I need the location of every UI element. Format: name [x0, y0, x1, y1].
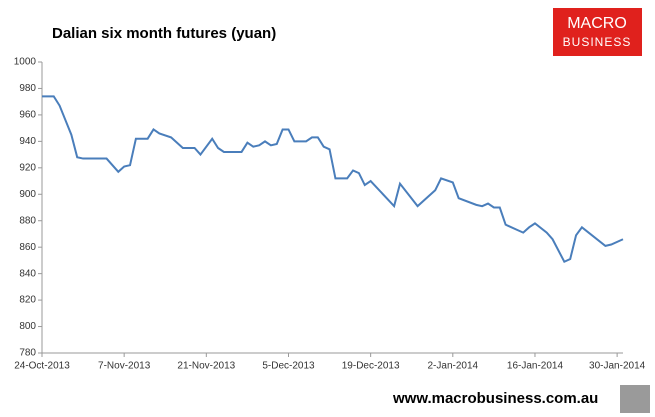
- chart-title: Dalian six month futures (yuan): [52, 25, 276, 42]
- footer: www.macrobusiness.com.au: [392, 390, 598, 407]
- y-tick-label: 820: [19, 295, 36, 306]
- x-tick-label: 24-Oct-2013: [14, 361, 70, 372]
- x-tick-label: 16-Jan-2014: [507, 361, 564, 372]
- y-tick-label: 840: [19, 268, 36, 279]
- y-tick-label: 960: [19, 110, 36, 121]
- y-tick-label: 920: [19, 162, 36, 173]
- y-tick-label: 1000: [14, 57, 37, 68]
- y-tick-label: 880: [19, 215, 36, 226]
- y-tick-label: 940: [19, 136, 36, 147]
- y-tick-label: 860: [19, 242, 36, 253]
- y-tick-label: 980: [19, 83, 36, 94]
- y-tick-label: 900: [19, 189, 36, 200]
- x-tick-label: 2-Jan-2014: [428, 361, 479, 372]
- line: [42, 95, 624, 264]
- x-tick-label: 7-Nov-2013: [98, 361, 151, 372]
- logo-text: MACRO: [567, 15, 627, 32]
- logo-icon: [620, 385, 650, 413]
- x-tick-label: 19-Dec-2013: [342, 361, 400, 372]
- y-tick-label: 780: [19, 348, 36, 359]
- logo-box: [553, 8, 642, 56]
- x-tick-label: 5-Dec-2013: [262, 361, 315, 372]
- y-tick-label: 800: [19, 321, 36, 332]
- x-tick-label: 30-Jan-2014: [589, 361, 646, 372]
- logo-text: BUSINESS: [563, 35, 632, 49]
- x-tick-label: 21-Nov-2013: [177, 361, 235, 372]
